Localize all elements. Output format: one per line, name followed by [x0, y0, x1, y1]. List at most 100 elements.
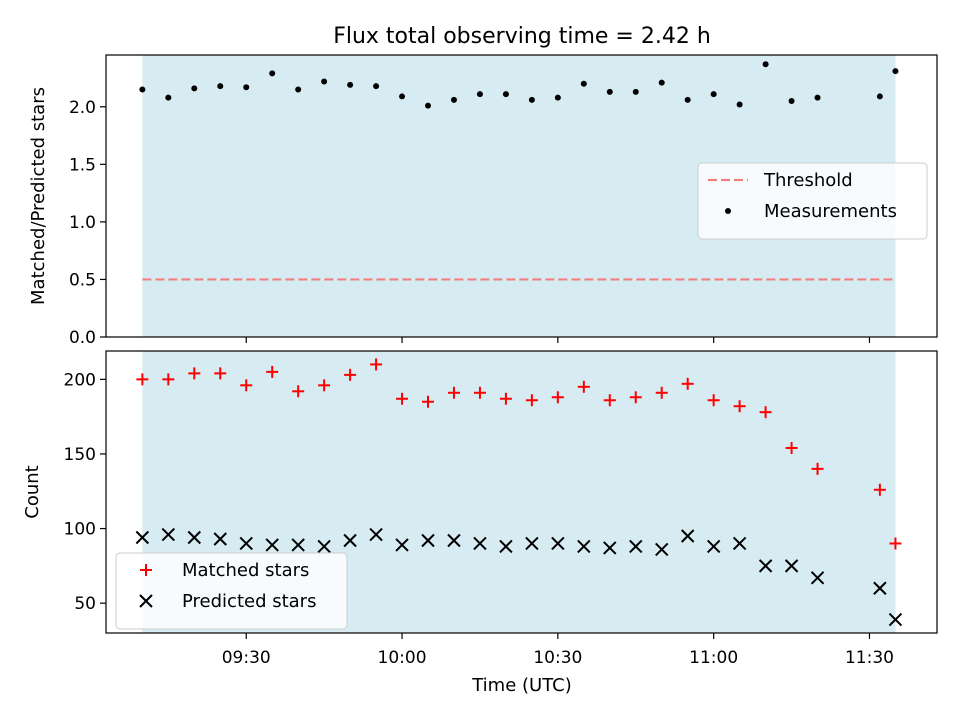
- predicted-stars-point-b: [603, 541, 617, 555]
- predicted-stars-point-b: [161, 527, 176, 542]
- predicted-stars-point: [213, 532, 227, 546]
- matched-stars-point: [811, 462, 824, 475]
- legend-label: Matched stars: [182, 560, 309, 581]
- legend: Matched stars Predicted stars: [115, 552, 348, 630]
- axes-frame: [105, 350, 938, 634]
- predicted-stars-point: [629, 539, 643, 554]
- predicted-stars-point: [291, 538, 305, 552]
- predicted-stars-point: [369, 527, 383, 542]
- matched-stars-point: [499, 392, 512, 405]
- measurement-point: [450, 96, 457, 103]
- measurement-point: [295, 86, 302, 93]
- y-tick-label: 200: [64, 370, 96, 390]
- predicted-stars-point-b: [810, 571, 825, 585]
- predicted-stars-point-b: [343, 533, 357, 548]
- x-tick-label: 10:30: [533, 648, 582, 668]
- matched-stars-point: [889, 537, 902, 550]
- predicted-stars-point: [758, 559, 773, 573]
- predicted-stars-point-b: [577, 539, 591, 554]
- measurement-point: [814, 94, 821, 101]
- predicted-stars-point: [473, 536, 487, 551]
- measurement-point: [658, 79, 665, 86]
- predicted-stars-point: [551, 536, 565, 551]
- legend-box: [115, 552, 348, 630]
- matched-stars-point: [785, 441, 798, 454]
- measurement-point: [876, 93, 883, 100]
- predicted-stars-point: [499, 539, 513, 554]
- predicted-stars-point-b: [421, 533, 435, 548]
- matched-stars-point: [318, 379, 331, 392]
- predicted-stars-point: [873, 581, 887, 595]
- matched-stars-point: [551, 391, 564, 404]
- measurement-point: [736, 101, 743, 108]
- measurement-point: [347, 81, 354, 88]
- measurement-point: [165, 94, 172, 101]
- predicted-stars-point-b: [473, 536, 487, 551]
- matched-stars-point: [525, 394, 538, 407]
- predicted-stars-point-b: [784, 559, 799, 573]
- predicted-stars-point: [810, 571, 825, 585]
- measurement-point: [788, 98, 795, 105]
- predicted-stars-point-b: [291, 538, 305, 552]
- legend-box: [697, 162, 928, 240]
- matched-stars-point: [396, 392, 409, 405]
- predicted-stars-point: [603, 541, 617, 555]
- measurement-point: [321, 78, 328, 85]
- predicted-stars-point: [577, 539, 591, 554]
- legend-predicted-swatch-b: [139, 594, 153, 608]
- measurement-point: [528, 96, 535, 103]
- predicted-stars-point-b: [732, 536, 747, 551]
- y-tick-label: 2.0: [69, 98, 96, 118]
- matched-stars-point: [681, 377, 694, 390]
- measurement-point: [217, 83, 224, 90]
- matched-stars-point: [214, 367, 227, 380]
- y-axis-label: Count: [22, 465, 43, 518]
- measurement-point: [191, 85, 198, 92]
- x-tick-label: 09:30: [222, 648, 271, 668]
- y-tick-label: 50: [74, 594, 96, 614]
- matched-stars-point: [240, 379, 253, 392]
- x-axis-label: Time (UTC): [471, 675, 572, 696]
- predicted-stars-point: [784, 559, 799, 573]
- matched-stars-point: [629, 391, 642, 404]
- matched-stars-point: [344, 368, 357, 381]
- x-tick-label: 11:00: [689, 648, 738, 668]
- predicted-stars-point: [655, 542, 669, 557]
- matched-stars-point: [655, 386, 668, 399]
- predicted-stars-point: [161, 527, 176, 542]
- matched-stars-point: [577, 380, 590, 393]
- y-tick-label: 150: [64, 445, 96, 465]
- predicted-stars-point: [135, 530, 150, 545]
- y-tick-label: 1.0: [69, 213, 96, 233]
- y-axis-label: Matched/Predicted stars: [28, 87, 49, 305]
- measurement-point: [243, 84, 250, 91]
- measurement-point: [373, 83, 380, 90]
- matched-stars-point: [733, 400, 746, 413]
- matched-stars-point: [707, 394, 720, 407]
- measurement-point: [762, 61, 769, 68]
- x-tick-label: 10:00: [378, 648, 427, 668]
- x-tick-label: 11:30: [845, 648, 894, 668]
- predicted-stars-point: [187, 530, 202, 545]
- predicted-stars-point-b: [888, 612, 903, 627]
- measurement-point: [554, 94, 561, 101]
- predicted-stars-point-b: [551, 536, 565, 551]
- predicted-stars-point: [343, 533, 357, 548]
- matched-stars-point: [447, 386, 460, 399]
- predicted-stars-point: [888, 612, 903, 627]
- legend-matched-swatch: [140, 564, 152, 576]
- predicted-stars-point-b: [213, 532, 227, 546]
- chart-title: Flux total observing time = 2.42 h: [333, 24, 711, 49]
- predicted-stars-point-b: [706, 539, 721, 554]
- measurement-point: [425, 102, 432, 109]
- predicted-stars-point: [239, 536, 253, 551]
- predicted-stars-point-b: [395, 538, 409, 552]
- matched-stars-point: [873, 483, 886, 496]
- matched-stars-point: [473, 386, 486, 399]
- predicted-stars-point-b: [369, 527, 383, 542]
- matched-stars-point: [370, 358, 383, 371]
- matched-stars-point: [266, 365, 279, 378]
- predicted-stars-point: [265, 538, 279, 552]
- measurement-point: [269, 70, 276, 77]
